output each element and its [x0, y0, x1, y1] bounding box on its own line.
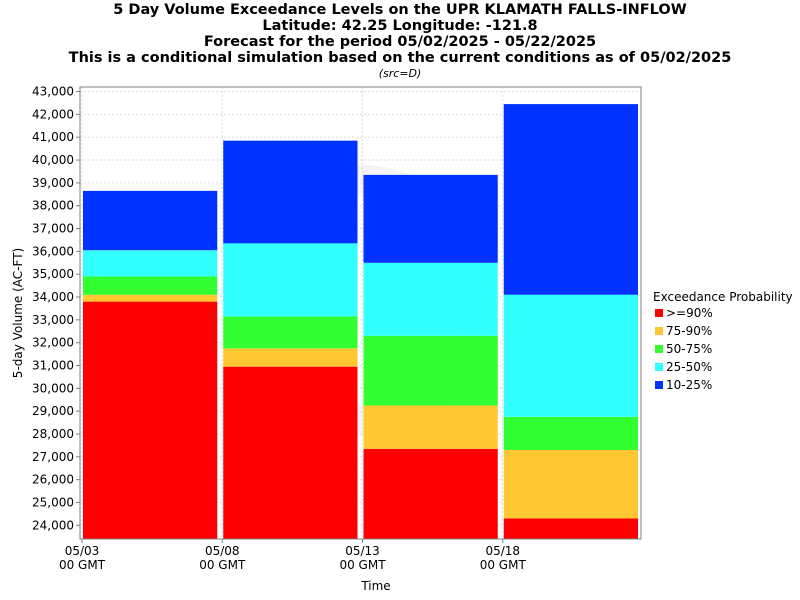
chart-title: 5 Day Volume Exceedance Levels on the UP…	[113, 2, 687, 18]
x-tick-label-time: 00 GMT	[480, 558, 527, 572]
bar-segment	[223, 140, 358, 244]
x-tick-label-date: 05/18	[485, 544, 520, 558]
bar-segment	[503, 449, 638, 519]
bar-segment	[83, 301, 218, 539]
bar-stack	[83, 190, 218, 539]
bar-segment	[363, 335, 498, 406]
bar-segment	[503, 416, 638, 450]
y-axis-label: 5-day Volume (AC-FT)	[11, 248, 25, 378]
y-tick-label: 25,000	[32, 495, 74, 509]
legend-swatch	[655, 381, 663, 389]
bar-segment	[83, 276, 218, 295]
y-tick-label: 43,000	[32, 85, 74, 99]
bar-segment	[363, 405, 498, 449]
y-tick-label: 41,000	[32, 130, 74, 144]
x-tick-label-date: 05/08	[205, 544, 240, 558]
legend-swatch	[655, 309, 663, 317]
y-tick-label: 28,000	[32, 427, 74, 441]
bar-segment	[503, 518, 638, 539]
legend: Exceedance Probability >=90% 75-90% 50-75%…	[653, 290, 793, 392]
x-tick-label-time: 00 GMT	[199, 558, 246, 572]
y-tick-label: 36,000	[32, 244, 74, 258]
legend-label: 75-90%	[666, 324, 712, 338]
y-tick-label: 35,000	[32, 267, 74, 281]
bar-segment	[503, 104, 638, 295]
bar-segment	[363, 448, 498, 539]
bar-segment	[223, 348, 358, 367]
bar-stack	[503, 104, 638, 539]
bar-segment	[363, 262, 498, 336]
y-tick-label: 30,000	[32, 381, 74, 395]
y-tick-label: 42,000	[32, 107, 74, 121]
y-tick-label: 27,000	[32, 450, 74, 464]
bar-segment	[223, 243, 358, 317]
legend-swatch	[655, 363, 663, 371]
y-tick-label: 26,000	[32, 473, 74, 487]
chart-subtitle-conditions: This is a conditional simulation based o…	[68, 50, 732, 66]
bar-segment	[223, 316, 358, 349]
legend-label: >=90%	[666, 306, 713, 320]
bar-segment	[83, 294, 218, 302]
x-tick-label-date: 05/03	[65, 544, 100, 558]
y-tick-label: 39,000	[32, 176, 74, 190]
bar-segment	[83, 250, 218, 277]
x-tick-label-time: 00 GMT	[59, 558, 106, 572]
y-tick-label: 24,000	[32, 518, 74, 532]
y-tick-label: 29,000	[32, 404, 74, 418]
y-axis: 24,000 25,000 26,000 27,000 28,000 29,000 30,0…	[32, 85, 80, 532]
bar-segment	[223, 366, 358, 539]
legend-label: 25-50%	[666, 360, 712, 374]
legend-label: 10-25%	[666, 378, 712, 392]
x-tick-label-time: 00 GMT	[339, 558, 386, 572]
y-tick-label: 33,000	[32, 313, 74, 327]
y-tick-label: 32,000	[32, 336, 74, 350]
chart-subtitle-period: Forecast for the period 05/02/2025 - 05/…	[203, 34, 597, 50]
y-tick-label: 31,000	[32, 359, 74, 373]
x-axis-label: Time	[360, 579, 390, 593]
bar-segment	[503, 294, 638, 417]
legend-title: Exceedance Probability	[653, 290, 793, 304]
x-tick-label-date: 05/13	[345, 544, 380, 558]
bar-segment	[363, 174, 498, 263]
bar-stack	[363, 174, 498, 539]
legend-swatch	[655, 345, 663, 353]
plot-area	[79, 86, 642, 540]
chart-subtitle-location: Latitude: 42.25 Longitude: -121.8	[262, 18, 538, 34]
source-note: (src=D)	[378, 67, 422, 80]
bar-stacks	[83, 104, 638, 539]
legend-swatch	[655, 327, 663, 335]
y-tick-label: 37,000	[32, 222, 74, 236]
y-tick-label: 34,000	[32, 290, 74, 304]
legend-label: 50-75%	[666, 342, 712, 356]
bar-segment	[83, 190, 218, 251]
y-tick-label: 38,000	[32, 199, 74, 213]
bar-stack	[223, 140, 358, 539]
y-tick-label: 40,000	[32, 153, 74, 167]
